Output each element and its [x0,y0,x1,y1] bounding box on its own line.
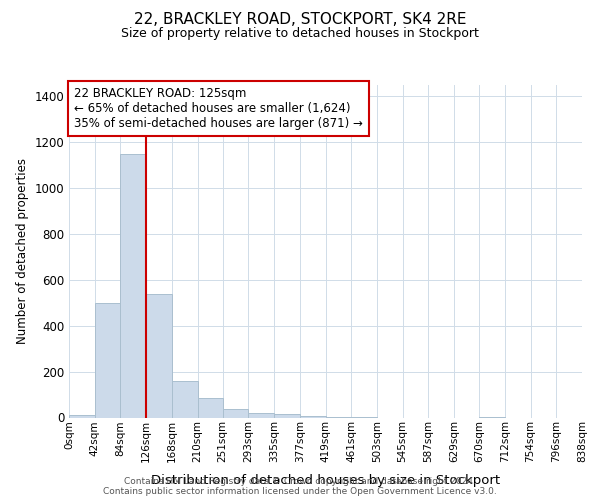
Text: Contains HM Land Registry data © Crown copyright and database right 2024.: Contains HM Land Registry data © Crown c… [124,477,476,486]
Text: 22, BRACKLEY ROAD, STOCKPORT, SK4 2RE: 22, BRACKLEY ROAD, STOCKPORT, SK4 2RE [134,12,466,28]
Bar [172,381,197,418]
Text: 22 BRACKLEY ROAD: 125sqm
← 65% of detached houses are smaller (1,624)
35% of sem: 22 BRACKLEY ROAD: 125sqm ← 65% of detach… [74,86,363,130]
Bar [300,416,325,418]
Bar [274,414,300,418]
Bar [146,294,172,418]
Text: Size of property relative to detached houses in Stockport: Size of property relative to detached ho… [121,28,479,40]
Bar [121,154,146,417]
Text: Contains public sector information licensed under the Open Government Licence v3: Contains public sector information licen… [103,487,497,496]
X-axis label: Distribution of detached houses by size in Stockport: Distribution of detached houses by size … [151,474,500,486]
Bar [95,303,121,418]
Bar [197,398,223,417]
Bar [69,415,95,418]
Y-axis label: Number of detached properties: Number of detached properties [16,158,29,344]
Bar [248,413,274,418]
Bar [223,410,248,418]
